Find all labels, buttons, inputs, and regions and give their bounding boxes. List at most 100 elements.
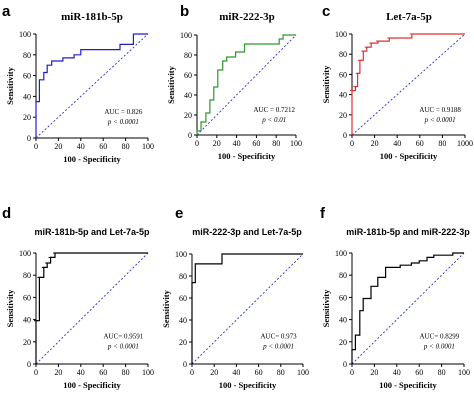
y-axis-label: Sensitivity xyxy=(5,289,15,328)
p-value-annotation: p < 0.0001 xyxy=(424,116,456,124)
roc-panel-d: d miR-181b-5p and Let-7a-5p 0 20 40 60 80 100 0 2… xyxy=(2,205,154,390)
y-tick-label: 60 xyxy=(179,294,187,303)
x-tick-label: 40 xyxy=(77,142,85,151)
x-tick-label: 40 xyxy=(393,368,401,377)
panel-letter: f xyxy=(320,205,326,222)
y-tick-label: 60 xyxy=(339,70,347,79)
y-tick-label: 100 xyxy=(19,249,31,258)
x-tick-label: 80 xyxy=(272,139,280,148)
x-tick-label: 40 xyxy=(233,139,241,148)
y-tick-label: 40 xyxy=(23,316,31,325)
y-tick-label: 40 xyxy=(339,316,347,325)
y-tick-label: 100 xyxy=(335,30,347,39)
panel-letter: a xyxy=(2,3,11,20)
chart-title: miR-181b-5p xyxy=(61,11,123,23)
p-value-annotation: p < 0.01 xyxy=(261,116,286,124)
x-tick-label: 20 xyxy=(370,368,378,377)
y-tick-label: 20 xyxy=(179,338,187,347)
p-value-annotation: p < 0.0001 xyxy=(262,343,294,351)
auc-annotation: AUC = 0.9188 xyxy=(419,106,461,114)
y-tick-label: 80 xyxy=(339,50,347,59)
y-tick-label: 80 xyxy=(23,51,31,60)
x-tick-label: 0 xyxy=(350,368,354,377)
auc-annotation: AUC = 0.826 xyxy=(104,108,142,116)
x-tick-label: 60 xyxy=(252,139,260,148)
y-tick-label: 60 xyxy=(184,71,192,80)
y-tick-label: 100 xyxy=(180,31,192,40)
x-tick-label: 20 xyxy=(371,139,379,148)
x-tick-label: 100 xyxy=(142,368,154,377)
auc-annotation: AUC= 0.8299 xyxy=(419,332,459,340)
panel-letter: e xyxy=(175,205,183,222)
roc-panel-c: c Let-7a-5p 0 20 40 60 80 1000 0 20 40 60 80 100 100 -… xyxy=(321,3,473,161)
y-axis-label: Sensitivity xyxy=(166,65,176,104)
x-axis-label: 100 - Specificity xyxy=(379,380,437,390)
x-axis-label: 100 - Specificity xyxy=(63,380,121,390)
x-tick-label: 20 xyxy=(54,142,62,151)
panel-letter: c xyxy=(322,3,330,20)
x-tick-label: 100 xyxy=(142,142,154,151)
y-tick-label: 0 xyxy=(343,360,347,369)
panel-letter: d xyxy=(2,205,11,222)
p-value-annotation: p < 0.0001 xyxy=(107,118,139,126)
y-axis-label: Sensitivity xyxy=(5,66,15,105)
y-tick-label: 40 xyxy=(184,91,192,100)
y-tick-label: 100 xyxy=(335,249,347,258)
x-tick-label: 0 xyxy=(190,368,194,377)
roc-curve xyxy=(35,252,148,364)
x-tick-label: 20 xyxy=(213,139,221,148)
x-tick-label: 100 xyxy=(297,368,309,377)
y-tick-label: 0 xyxy=(343,131,347,140)
chart-title: miR-222-3p xyxy=(219,11,275,23)
y-tick-label: 80 xyxy=(184,51,192,60)
x-axis-label: 100 - Specificity xyxy=(219,380,277,390)
y-tick-label: 20 xyxy=(23,338,31,347)
roc-panel-b: b miR-222-3p 0 20 40 60 80 100 0 20 40 60 80 100 100 -… xyxy=(166,3,302,161)
x-tick-label: 60 xyxy=(99,142,107,151)
y-tick-label: 0 xyxy=(183,360,187,369)
roc-panel-f: f miR-181b-5p and miR-222-3p 0 20 40 60 80 100 0… xyxy=(320,205,470,390)
y-axis-label: Sensitivity xyxy=(321,289,331,328)
x-tick-label: 80 xyxy=(122,142,130,151)
x-tick-label: 20 xyxy=(54,368,62,377)
x-tick-label: 60 xyxy=(416,139,424,148)
y-tick-label: 60 xyxy=(23,72,31,81)
y-tick-label: 100 xyxy=(19,30,31,39)
roc-curve xyxy=(351,252,464,364)
y-tick-label: 80 xyxy=(23,271,31,280)
auc-annotation: AUC= 0.973 xyxy=(260,333,297,341)
x-tick-label: 0 xyxy=(34,142,38,151)
y-axis-label: Sensitivity xyxy=(161,289,171,328)
y-tick-label: 40 xyxy=(339,91,347,100)
x-tick-label: 40 xyxy=(232,368,240,377)
y-tick-label: 0 xyxy=(188,131,192,140)
y-tick-label: 20 xyxy=(23,113,31,122)
chart-title: miR-181b-5p and miR-222-3p xyxy=(346,227,470,237)
x-tick-label: 100 xyxy=(290,139,302,148)
chart-title: Let-7a-5p xyxy=(386,11,432,23)
x-tick-label: 0 xyxy=(195,139,199,148)
roc-curve xyxy=(191,253,303,364)
y-tick-label: 20 xyxy=(184,111,192,120)
y-tick-label: 40 xyxy=(179,316,187,325)
y-tick-label: 0 xyxy=(27,360,31,369)
reference-diagonal xyxy=(351,33,466,136)
x-tick-label: 40 xyxy=(77,368,85,377)
x-tick-label: 60 xyxy=(255,368,263,377)
auc-annotation: AUC= 0.9591 xyxy=(103,332,143,340)
x-axis-label: 100 - Specificity xyxy=(380,151,438,161)
x-tick-label: 1000 xyxy=(457,139,473,148)
y-tick-label: 20 xyxy=(339,338,347,347)
y-axis-label: Sensitivity xyxy=(321,65,331,104)
reference-diagonal xyxy=(196,34,297,136)
y-tick-label: 60 xyxy=(23,293,31,302)
x-tick-label: 80 xyxy=(438,139,446,148)
chart-title: miR-222-3p and Let-7a-5p xyxy=(192,227,302,237)
reference-diagonal xyxy=(35,33,149,139)
x-tick-label: 80 xyxy=(122,368,130,377)
panel-letter: b xyxy=(180,3,189,20)
chart-title: miR-181b-5p and Let-7a-5p xyxy=(34,227,150,237)
p-value-annotation: p < 0.0001 xyxy=(107,342,139,350)
roc-panel-e: e miR-222-3p and Let-7a-5p 0 20 40 60 80 100 0 20… xyxy=(161,205,309,390)
